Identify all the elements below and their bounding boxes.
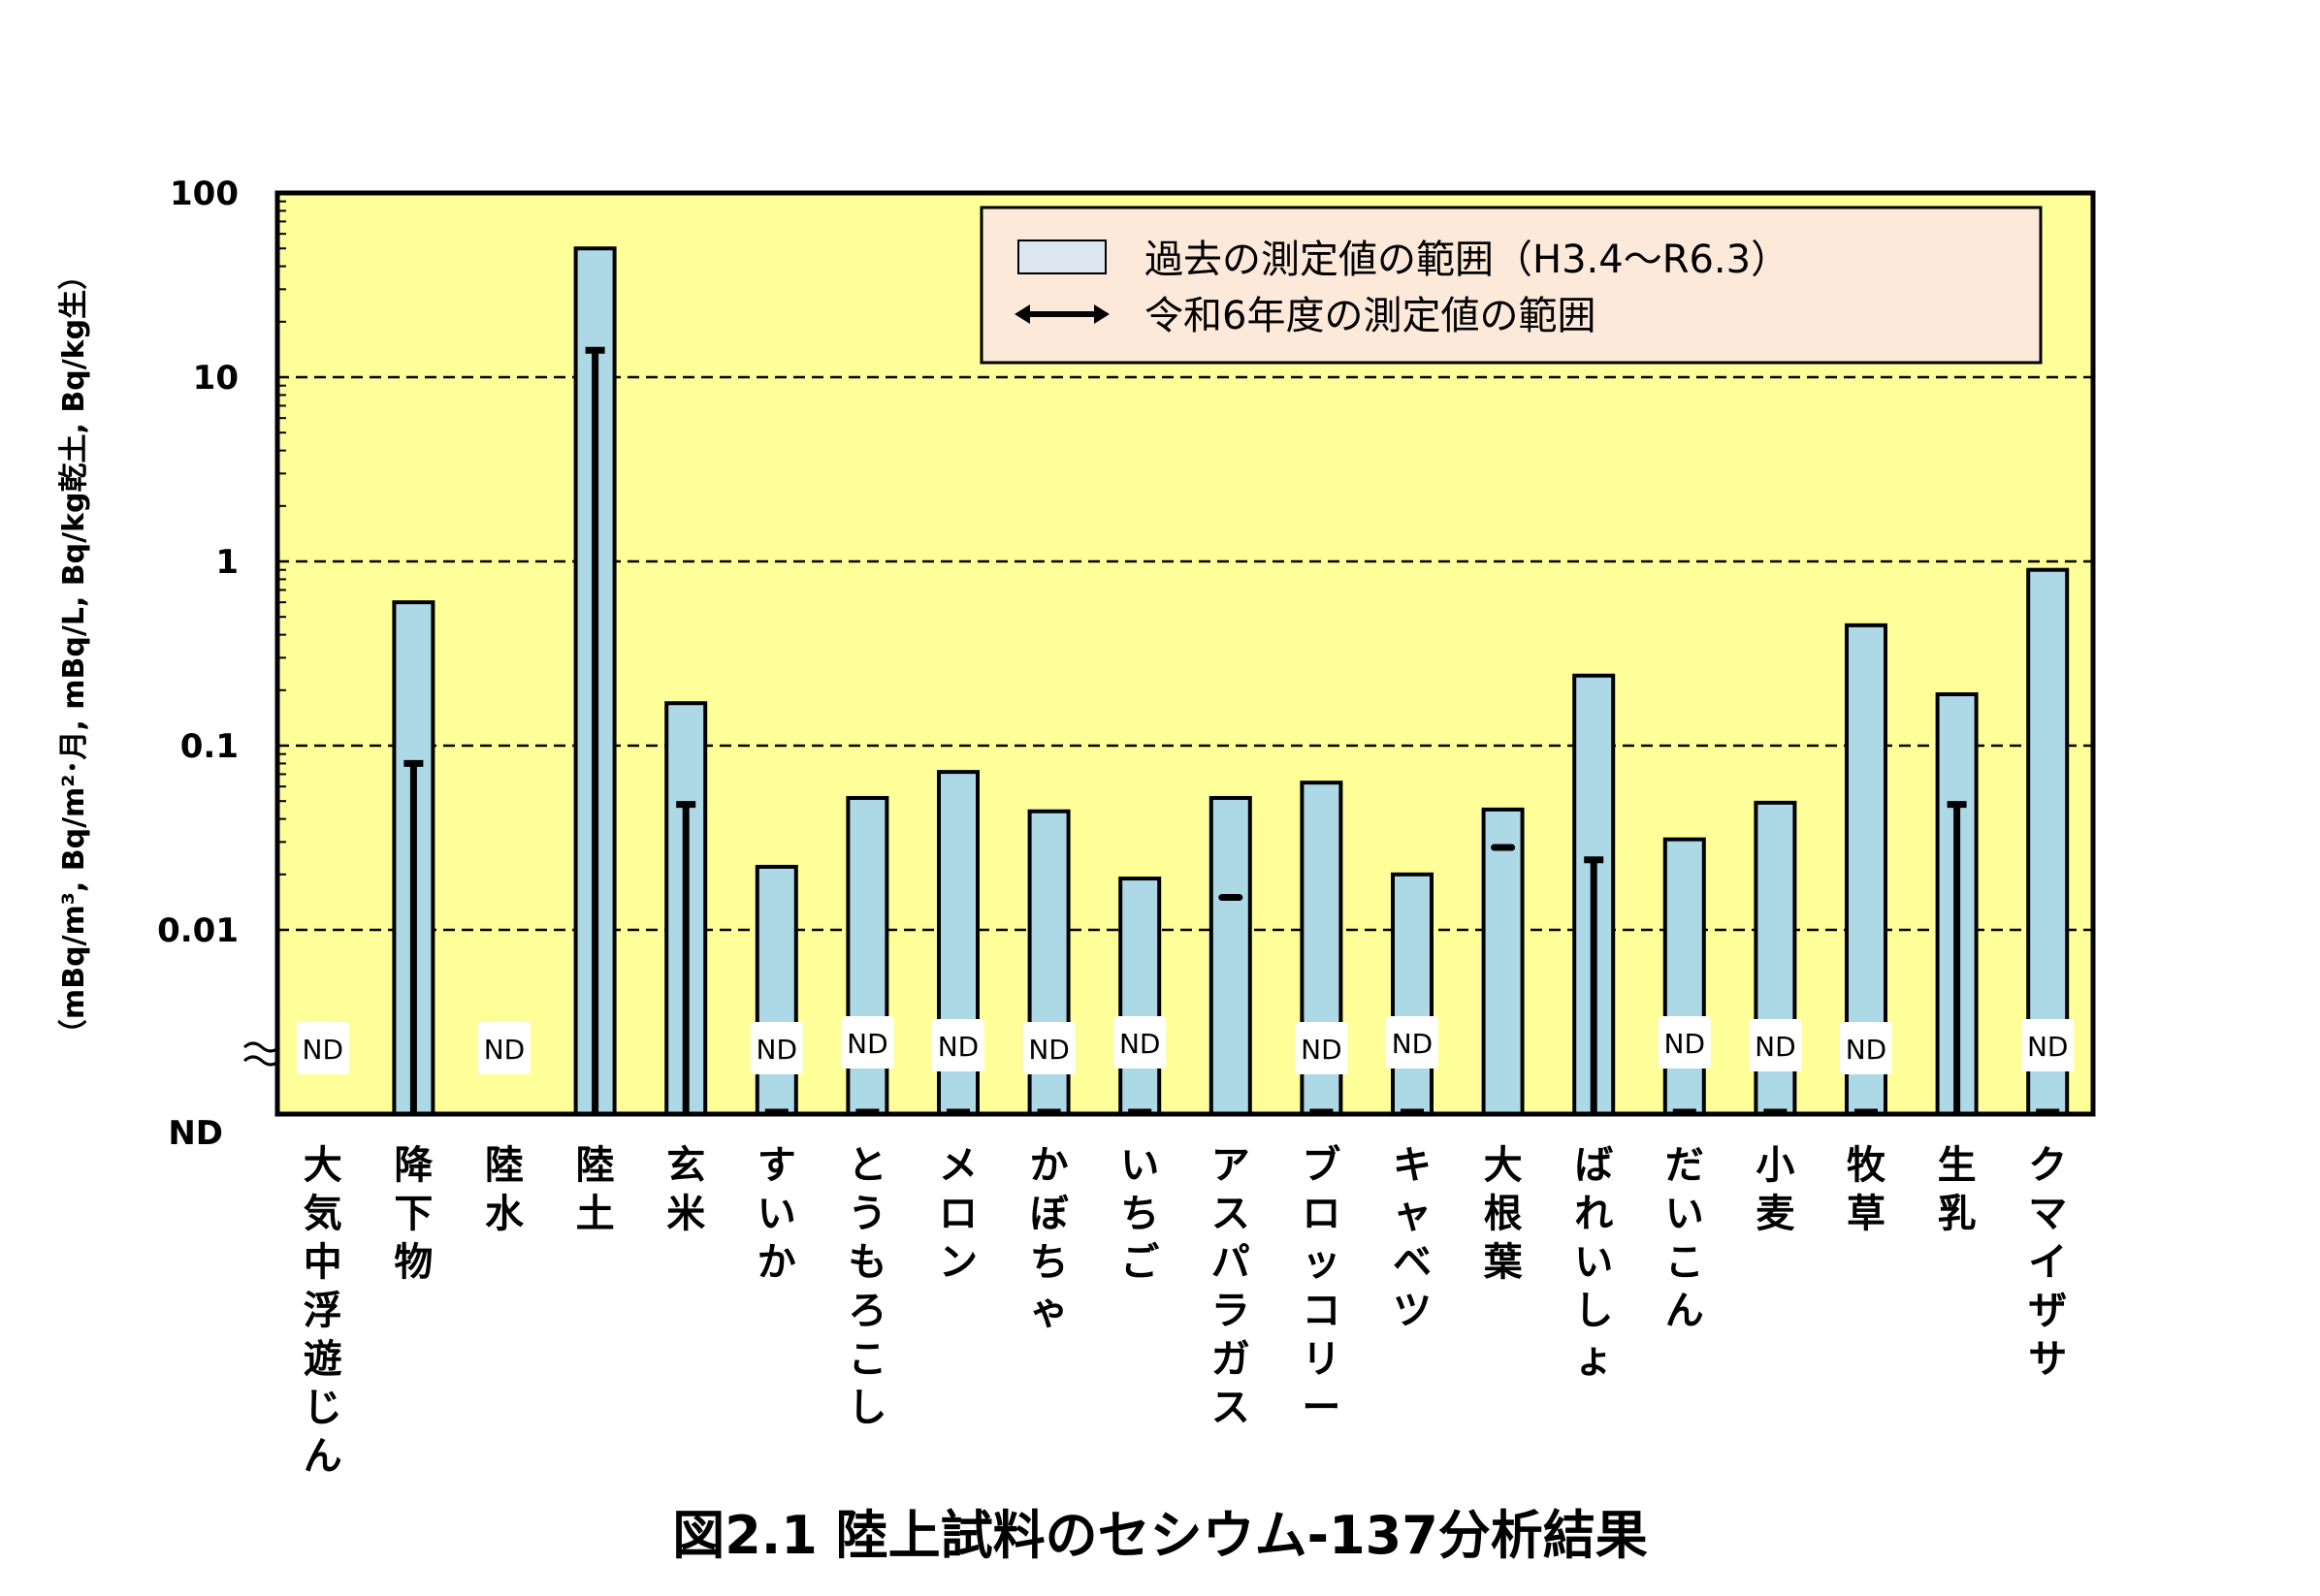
y-tick-label: 1 <box>215 543 239 582</box>
nd-label: ND <box>1295 1022 1348 1074</box>
y-tick-label: 10 <box>193 359 239 398</box>
x-tick-label: キャベツ <box>1393 1143 1432 1333</box>
x-tick-label: 陸土 <box>576 1143 615 1236</box>
axis-break-wave <box>243 1041 280 1053</box>
nd-label: ND <box>1840 1022 1892 1074</box>
nd-label-text: ND <box>1392 1028 1434 1060</box>
nd-label-bg <box>750 1022 803 1074</box>
nd-label-text: ND <box>1846 1034 1887 1066</box>
x-tick-label: メロン <box>939 1143 978 1285</box>
x-tick-label: クマイザサ <box>2028 1143 2067 1382</box>
axis-break-icon <box>243 1041 280 1067</box>
x-tick-label: すいか <box>757 1143 796 1285</box>
nd-label: ND <box>296 1022 349 1074</box>
nd-label-text: ND <box>484 1034 526 1066</box>
legend-arrow-right-head <box>1094 304 1110 324</box>
x-tick-label: 牧草 <box>1847 1143 1886 1236</box>
nd-label: ND <box>1386 1016 1438 1069</box>
nd-markers: ND ND ND ND ND ND ND ND ND ND ND ND ND <box>296 1016 2075 1114</box>
legend-label-past: 過去の測定値の範囲（H3.4～R6.3） <box>1144 238 1789 282</box>
y-axis: 100 10 1 0.1 0.01 <box>157 175 286 950</box>
x-tick-label: 玄米 <box>666 1143 705 1236</box>
nd-label-bg <box>2021 1019 2075 1071</box>
legend-arrow-left-head <box>1015 304 1030 324</box>
x-tick-label: 小麦 <box>1756 1143 1794 1236</box>
x-tick-label: かぼちゃ <box>1030 1143 1069 1333</box>
plot-frame <box>274 190 2096 1117</box>
x-tick-label: とうもろこし <box>848 1143 886 1430</box>
y-tick-label: 0.1 <box>180 727 239 766</box>
y-axis-title: （mBq/m³, Bq/m²･月, mBq/L, Bq/kg乾土, Bq/kg生… <box>57 261 91 1048</box>
nd-label-bg <box>1022 1022 1076 1074</box>
legend-box <box>980 206 2043 365</box>
nd-label: ND <box>1658 1016 1711 1069</box>
nd-label: ND <box>750 1022 803 1074</box>
y-tick-label: 0.01 <box>157 911 239 950</box>
nd-label: ND <box>841 1016 894 1069</box>
x-tick-label: 陸水 <box>485 1143 525 1236</box>
nd-label-bg <box>1113 1016 1167 1069</box>
bar-past-range <box>1391 872 1434 1117</box>
nd-label: ND <box>1113 1016 1167 1069</box>
nd-label-text: ND <box>938 1031 980 1063</box>
y-tick-label: 100 <box>170 175 239 213</box>
bar-past-range <box>1208 795 1252 1116</box>
x-tick-label: いちご <box>1120 1143 1159 1285</box>
nd-label-text: ND <box>757 1034 798 1066</box>
nd-label-text: ND <box>1755 1031 1796 1063</box>
legend-label-current: 令和6年度の測定値の範囲 <box>1144 294 1595 338</box>
current-ranges <box>403 346 1967 1114</box>
x-tick-label: 大根葉 <box>1483 1143 1524 1285</box>
bar-past-range <box>1118 877 1162 1116</box>
bar-past-range <box>1662 837 1706 1117</box>
nd-label: ND <box>932 1019 984 1071</box>
x-tick-label: ブロッコリー <box>1302 1143 1340 1430</box>
legend-bar-swatch <box>1017 239 1107 274</box>
x-tick-label: 生乳 <box>1938 1143 1977 1236</box>
nd-label: ND <box>478 1022 531 1074</box>
nd-label-bg <box>1840 1022 1892 1074</box>
nd-label-text: ND <box>2027 1031 2069 1063</box>
y-axis-nd-label: ND <box>168 1114 223 1153</box>
nd-label-bg <box>478 1022 531 1074</box>
nd-label-bg <box>1295 1022 1348 1074</box>
nd-label-bg <box>1658 1016 1711 1069</box>
bar-past-range <box>1481 807 1525 1117</box>
nd-label-bg <box>296 1022 349 1074</box>
legend-range-line-icon <box>1015 304 1110 324</box>
bar-past-range <box>755 864 798 1116</box>
nd-label: ND <box>1749 1019 1802 1071</box>
nd-label-text: ND <box>1119 1028 1161 1060</box>
nd-label-text: ND <box>1664 1028 1706 1060</box>
x-tick-label: だいこん <box>1665 1143 1704 1333</box>
x-tick-label: ばれいしょ <box>1574 1143 1613 1382</box>
x-tick-label: アスパラガス <box>1211 1143 1250 1430</box>
axis-break-wave <box>243 1055 280 1067</box>
x-tick-label: 降下物 <box>394 1143 433 1285</box>
nd-label-text: ND <box>303 1034 344 1066</box>
nd-label-bg <box>841 1016 894 1069</box>
nd-label-bg <box>1386 1016 1438 1069</box>
nd-label: ND <box>2021 1019 2075 1071</box>
figure-caption: 図2.1 陸上試料のセシウム-137分析結果 <box>672 1505 1648 1566</box>
legend: 過去の測定値の範囲（H3.4～R6.3） 令和6年度の測定値の範囲 <box>980 206 2043 365</box>
nd-label: ND <box>1022 1022 1076 1074</box>
nd-label-text: ND <box>1301 1034 1342 1066</box>
nd-label-bg <box>1749 1019 1802 1071</box>
x-tick-label: 大気中浮遊じん <box>304 1143 342 1479</box>
nd-label-text: ND <box>1028 1034 1070 1066</box>
nd-label-text: ND <box>847 1028 888 1060</box>
nd-label-bg <box>932 1019 984 1071</box>
